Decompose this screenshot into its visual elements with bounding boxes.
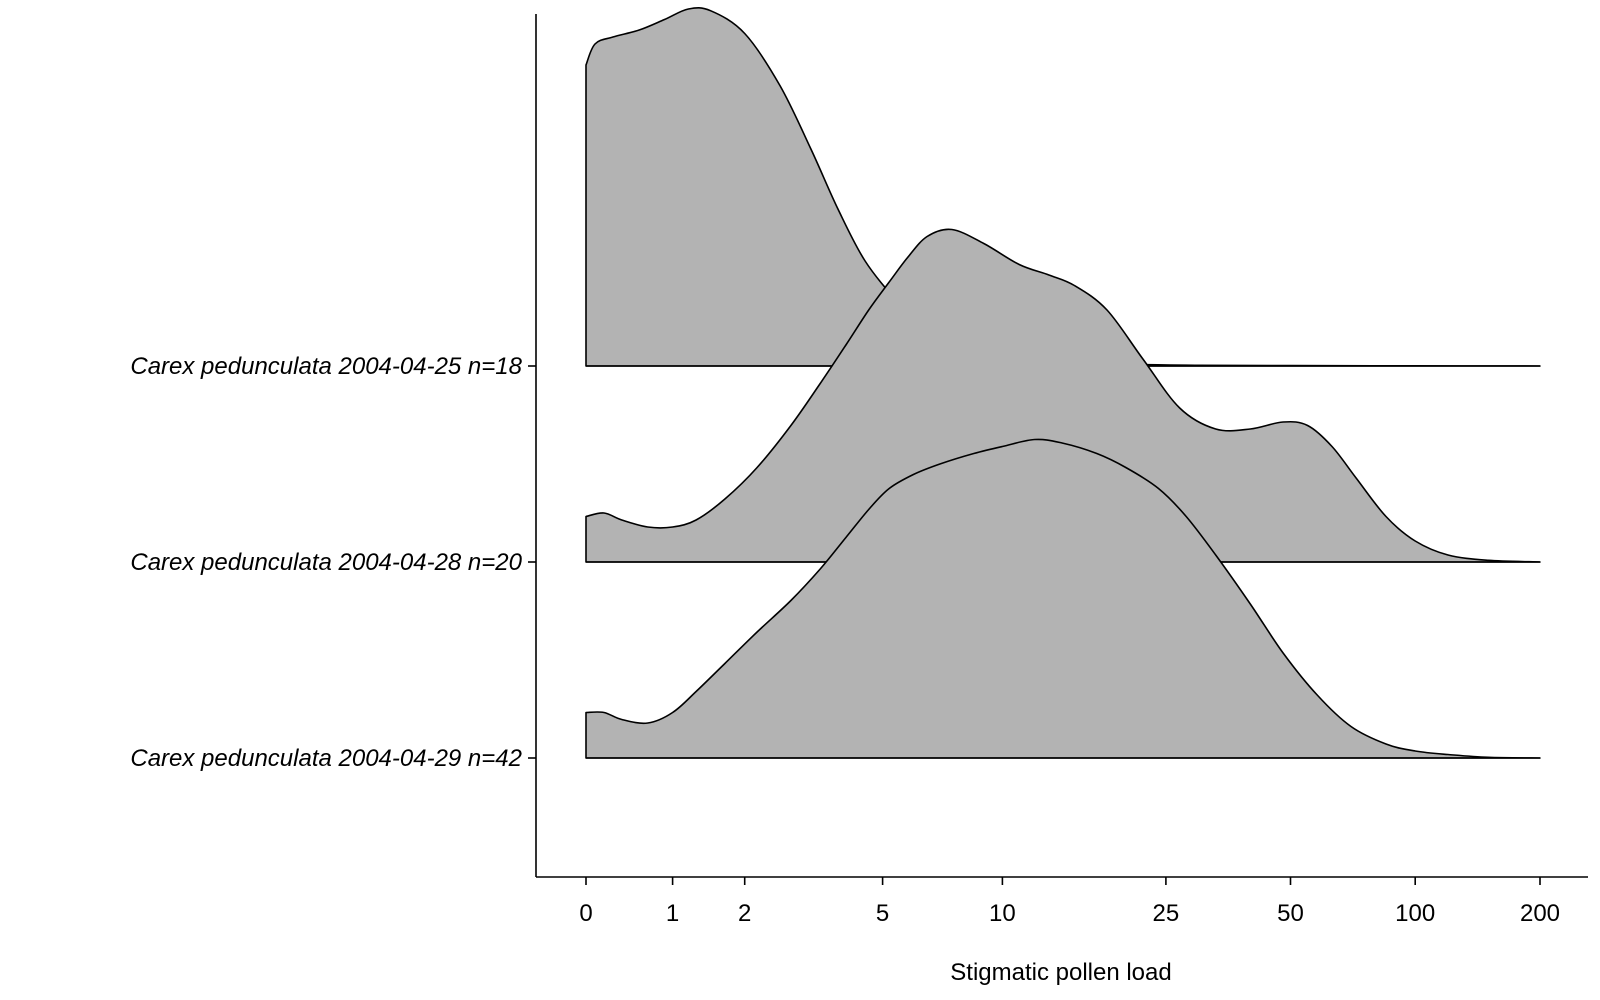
y-label-2: Carex pedunculata 2004-04-28 n=20 [130, 549, 522, 576]
ridges-layer [585, 7, 1541, 759]
ridge-series-3 [585, 438, 1541, 759]
x-tick-label-10: 10 [989, 900, 1016, 927]
x-tick-label-25: 25 [1153, 900, 1180, 927]
x-tick-label-100: 100 [1395, 900, 1435, 927]
x-tick-label-1: 1 [666, 900, 679, 927]
x-tick-label-50: 50 [1277, 900, 1304, 927]
x-axis-ticks: 0 1 2 5 10 25 50 100 200 [579, 877, 1560, 927]
x-tick-label-200: 200 [1520, 900, 1560, 927]
x-tick-label-2: 2 [738, 900, 751, 927]
y-axis-labels: Carex pedunculata 2004-04-25 n=18 Carex p… [130, 353, 536, 772]
y-label-1: Carex pedunculata 2004-04-25 n=18 [130, 353, 522, 380]
x-tick-label-0: 0 [579, 900, 592, 927]
y-label-3: Carex pedunculata 2004-04-29 n=42 [130, 745, 522, 772]
ridge-series-2 [585, 228, 1541, 563]
axes-layer [535, 14, 1588, 878]
x-axis-title: Stigmatic pollen load [950, 959, 1171, 986]
x-tick-label-5: 5 [876, 900, 889, 927]
